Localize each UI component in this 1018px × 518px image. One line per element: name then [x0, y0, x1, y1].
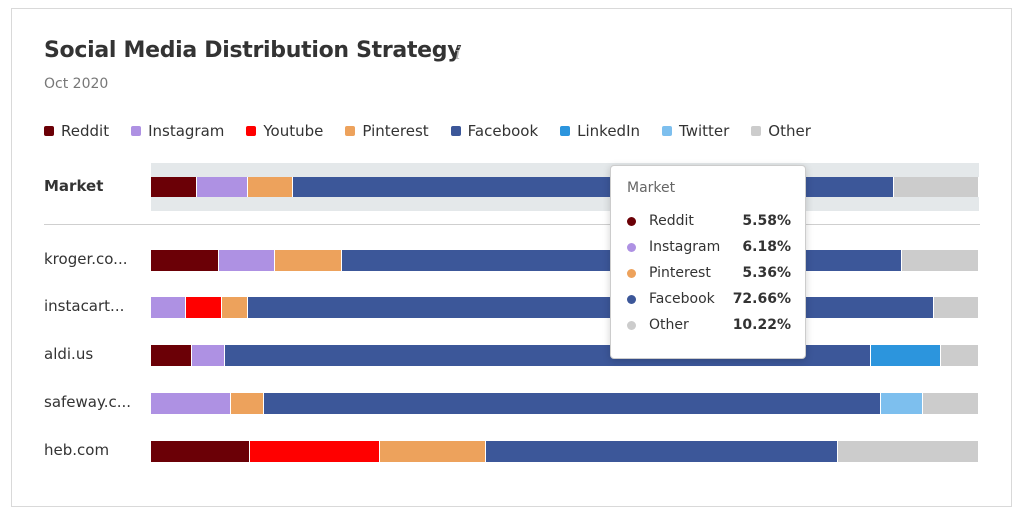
row-label-market: Market	[44, 177, 104, 195]
tooltip-series-value: 6.18%	[742, 239, 791, 255]
row-label-domain[interactable]: instacart...	[44, 297, 125, 315]
stacked-bar[interactable]	[151, 344, 979, 366]
bar-segment-instagram[interactable]	[151, 392, 232, 414]
legend-swatch	[44, 126, 54, 136]
legend-item-reddit[interactable]: Reddit	[44, 122, 109, 140]
bar-segment-pinterest[interactable]	[231, 392, 264, 414]
legend-item-youtube[interactable]: Youtube	[246, 122, 323, 140]
tooltip-row: Facebook 72.66%	[627, 289, 791, 309]
tooltip-dot	[627, 216, 636, 226]
tooltip-series-value: 5.58%	[742, 213, 791, 229]
legend-swatch	[345, 126, 356, 136]
bar-segment-other[interactable]	[901, 249, 979, 271]
tooltip-row: Pinterest 5.36%	[627, 263, 791, 283]
bar-segment-pinterest[interactable]	[248, 177, 293, 197]
row-label-domain[interactable]: heb.com	[44, 441, 110, 459]
stacked-bar[interactable]	[151, 440, 979, 462]
legend-label: Twitter	[679, 122, 730, 140]
tooltip-series-value: 5.36%	[742, 265, 791, 281]
bar-segment-reddit[interactable]	[151, 249, 219, 271]
tooltip-row: Other 10.22%	[627, 315, 791, 335]
bar-segment-facebook[interactable]	[263, 392, 882, 414]
chart-subtitle: Oct 2020	[44, 76, 109, 92]
legend-swatch	[131, 126, 142, 136]
bar-segment-other[interactable]	[838, 440, 979, 462]
tooltip-row: Reddit 5.58%	[627, 211, 791, 231]
tooltip-title: Market	[627, 180, 676, 196]
tooltip-dot	[627, 294, 636, 304]
bar-segment-facebook[interactable]	[247, 296, 935, 318]
tooltip-series-name: Facebook	[649, 291, 715, 307]
bar-segment-other[interactable]	[940, 344, 979, 366]
stacked-bar[interactable]	[151, 177, 979, 197]
chart-legend: Reddit Instagram Youtube Pinterest Facebook L…	[44, 121, 833, 141]
bar-segment-other[interactable]	[894, 177, 979, 197]
bar-segment-pinterest[interactable]	[379, 440, 487, 462]
bar-segment-instagram[interactable]	[191, 344, 225, 366]
legend-swatch	[662, 126, 673, 136]
chart-title: Social Media Distribution Strategy	[44, 38, 462, 63]
legend-item-twitter[interactable]: Twitter	[662, 122, 729, 140]
legend-label: Facebook	[467, 122, 539, 140]
tooltip-dot	[627, 242, 636, 252]
tooltip-row: Instagram 6.18%	[627, 237, 791, 257]
row-label-domain[interactable]: kroger.co...	[44, 250, 128, 268]
legend-label: Reddit	[61, 122, 110, 140]
bar-segment-reddit[interactable]	[151, 344, 192, 366]
tooltip-series-name: Instagram	[649, 239, 721, 255]
bar-segment-other[interactable]	[934, 296, 979, 318]
tooltip-dot	[627, 268, 636, 278]
legend-item-linkedin[interactable]: LinkedIn	[560, 122, 640, 140]
legend-label: Instagram	[148, 122, 225, 140]
legend-item-other[interactable]: Other	[751, 122, 811, 140]
tooltip-series-name: Reddit	[649, 213, 694, 229]
legend-swatch	[450, 126, 461, 136]
legend-label: Pinterest	[362, 122, 429, 140]
market-divider	[44, 224, 980, 225]
legend-label: Youtube	[263, 122, 324, 140]
bar-segment-youtube[interactable]	[185, 296, 223, 318]
legend-swatch	[560, 126, 571, 136]
bar-segment-instagram[interactable]	[197, 177, 249, 197]
bar-segment-reddit[interactable]	[151, 440, 251, 462]
legend-swatch	[751, 126, 762, 136]
bar-segment-pinterest[interactable]	[275, 249, 343, 271]
bar-segment-pinterest[interactable]	[222, 296, 248, 318]
legend-item-facebook[interactable]: Facebook	[450, 122, 539, 140]
bar-segment-instagram[interactable]	[151, 296, 186, 318]
bar-segment-instagram[interactable]	[218, 249, 276, 271]
bar-segment-twitter[interactable]	[881, 392, 923, 414]
bar-segment-youtube[interactable]	[250, 440, 380, 462]
stacked-bar[interactable]	[151, 392, 979, 414]
tooltip-series-name: Other	[649, 317, 689, 333]
row-label-domain[interactable]: aldi.us	[44, 345, 94, 363]
bar-segment-facebook[interactable]	[486, 440, 839, 462]
bar-segment-linkedin[interactable]	[870, 344, 941, 366]
bar-segment-reddit[interactable]	[151, 177, 198, 197]
stacked-bar[interactable]	[151, 296, 979, 318]
legend-label: Other	[768, 122, 811, 140]
bar-segment-other[interactable]	[922, 392, 979, 414]
legend-swatch	[246, 126, 257, 136]
stacked-bar[interactable]	[151, 249, 979, 271]
info-icon[interactable]: i	[455, 43, 461, 64]
legend-label: LinkedIn	[577, 122, 641, 140]
market-tooltip: Market Reddit 5.58% Instagram 6.18% Pinteres…	[610, 165, 806, 359]
legend-item-instagram[interactable]: Instagram	[131, 122, 224, 140]
tooltip-dot	[627, 320, 636, 330]
tooltip-series-value: 72.66%	[732, 291, 791, 307]
legend-item-pinterest[interactable]: Pinterest	[345, 122, 429, 140]
tooltip-series-name: Pinterest	[649, 265, 711, 281]
row-label-domain[interactable]: safeway.c...	[44, 393, 132, 411]
tooltip-series-value: 10.22%	[732, 317, 791, 333]
